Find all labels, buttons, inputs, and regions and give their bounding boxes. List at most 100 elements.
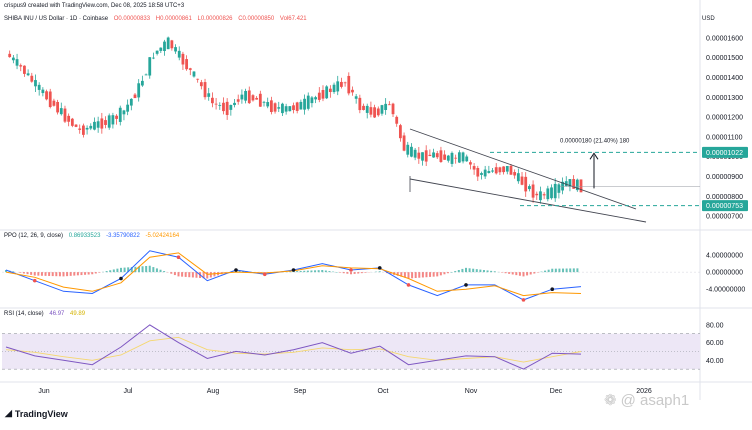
candle-body[interactable]: [440, 150, 443, 162]
candle-body[interactable]: [93, 122, 96, 130]
candle-body[interactable]: [134, 95, 137, 98]
candle-body[interactable]: [528, 186, 531, 189]
candle-body[interactable]: [425, 150, 428, 161]
candle-body[interactable]: [510, 166, 513, 175]
candle-body[interactable]: [513, 172, 516, 175]
candle-body[interactable]: [311, 97, 314, 103]
candle-body[interactable]: [524, 177, 527, 192]
candle-body[interactable]: [270, 100, 273, 112]
candle-body[interactable]: [30, 76, 33, 82]
candle-body[interactable]: [465, 157, 468, 162]
candle-body[interactable]: [432, 152, 435, 157]
candle-body[interactable]: [38, 85, 41, 90]
candle-body[interactable]: [145, 74, 148, 75]
candle-body[interactable]: [204, 82, 207, 97]
candle-body[interactable]: [443, 155, 446, 160]
candle-body[interactable]: [347, 76, 350, 93]
candle-body[interactable]: [19, 65, 22, 66]
candle-body[interactable]: [451, 153, 454, 164]
candle-body[interactable]: [384, 104, 387, 110]
candle-body[interactable]: [193, 72, 196, 77]
candle-body[interactable]: [259, 94, 262, 107]
candle-body[interactable]: [322, 90, 325, 99]
candle-body[interactable]: [49, 92, 52, 107]
candle-body[interactable]: [499, 167, 502, 172]
ppo-title[interactable]: PPO (12, 26, 9, close): [4, 233, 63, 239]
candle-body[interactable]: [100, 118, 103, 128]
candle-body[interactable]: [130, 99, 133, 106]
candle-body[interactable]: [388, 104, 391, 105]
candle-body[interactable]: [41, 90, 44, 93]
tradingview-logo[interactable]: ◢ TradingView: [5, 408, 68, 419]
candle-body[interactable]: [307, 96, 310, 109]
candle-body[interactable]: [222, 103, 225, 111]
candle-body[interactable]: [86, 128, 89, 130]
candle-body[interactable]: [229, 105, 232, 110]
candle-body[interactable]: [406, 145, 409, 155]
candle-body[interactable]: [141, 81, 144, 86]
candle-body[interactable]: [417, 153, 420, 159]
candle-body[interactable]: [299, 102, 302, 110]
candle-body[interactable]: [487, 171, 490, 173]
candle-body[interactable]: [167, 38, 170, 50]
candle-body[interactable]: [355, 96, 358, 99]
candle-body[interactable]: [277, 107, 280, 108]
candle-body[interactable]: [240, 95, 243, 100]
candle-body[interactable]: [211, 98, 214, 103]
candle-body[interactable]: [123, 110, 126, 114]
candle-body[interactable]: [535, 194, 538, 195]
candle-body[interactable]: [285, 106, 288, 111]
candle-body[interactable]: [23, 66, 26, 74]
candle-body[interactable]: [506, 166, 509, 172]
candle-body[interactable]: [296, 102, 299, 111]
candle-body[interactable]: [60, 108, 63, 114]
candle-body[interactable]: [491, 170, 494, 171]
candle-body[interactable]: [108, 115, 111, 127]
candle-body[interactable]: [469, 162, 472, 164]
candle-body[interactable]: [237, 99, 240, 101]
candle-body[interactable]: [373, 107, 376, 117]
candle-body[interactable]: [318, 93, 321, 100]
candle-body[interactable]: [252, 95, 255, 100]
candle-body[interactable]: [377, 109, 380, 116]
candle-body[interactable]: [281, 104, 284, 113]
candle-body[interactable]: [546, 188, 549, 199]
candle-body[interactable]: [200, 82, 203, 86]
candle-body[interactable]: [174, 47, 177, 51]
candle-body[interactable]: [152, 58, 155, 59]
candle-body[interactable]: [218, 105, 221, 106]
candle-body[interactable]: [325, 86, 328, 98]
candle-body[interactable]: [502, 166, 505, 172]
candle-body[interactable]: [340, 82, 343, 87]
candle-body[interactable]: [207, 93, 210, 97]
candle-body[interactable]: [53, 101, 56, 106]
candle-body[interactable]: [27, 73, 30, 75]
candle-body[interactable]: [410, 147, 413, 157]
wedge-lower-trendline[interactable]: [410, 179, 646, 222]
candle-body[interactable]: [274, 103, 277, 111]
candle-body[interactable]: [126, 105, 129, 112]
candle-body[interactable]: [178, 51, 181, 58]
candle-body[interactable]: [550, 187, 553, 198]
candle-body[interactable]: [156, 51, 159, 54]
candle-body[interactable]: [543, 194, 546, 195]
candle-body[interactable]: [104, 120, 107, 125]
candle-body[interactable]: [159, 48, 162, 51]
candle-body[interactable]: [148, 57, 151, 75]
candle-body[interactable]: [12, 58, 15, 61]
candle-body[interactable]: [244, 91, 247, 101]
candle-body[interactable]: [82, 126, 85, 135]
candle-body[interactable]: [16, 59, 19, 66]
ppo-line[interactable]: [6, 251, 581, 300]
candle-body[interactable]: [288, 106, 291, 111]
candle-body[interactable]: [292, 105, 295, 110]
candle-body[interactable]: [226, 102, 229, 115]
candle-body[interactable]: [557, 184, 560, 192]
candle-body[interactable]: [97, 121, 100, 127]
candle-body[interactable]: [78, 129, 81, 130]
candle-body[interactable]: [447, 156, 450, 161]
candle-body[interactable]: [421, 152, 424, 160]
candle-body[interactable]: [458, 152, 461, 162]
candle-body[interactable]: [111, 115, 114, 124]
